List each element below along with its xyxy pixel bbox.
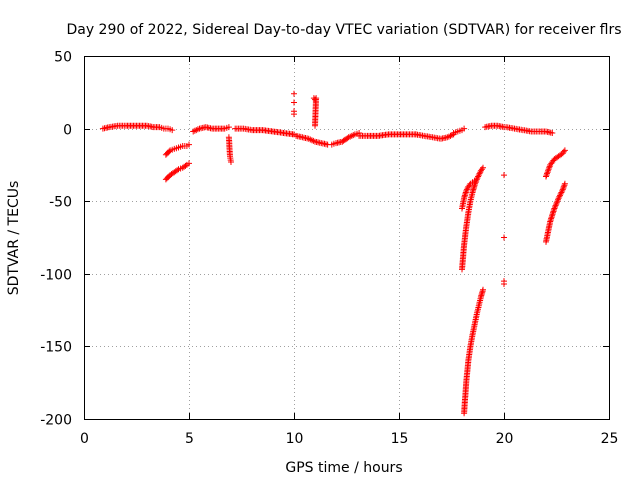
plot-frame (84, 56, 610, 420)
data-point (461, 125, 468, 132)
data-point (186, 141, 192, 148)
data-points (99, 90, 568, 417)
data-point (291, 90, 297, 97)
data-point (561, 180, 568, 187)
x-tick-label: 0 (80, 431, 89, 447)
data-point (182, 162, 189, 169)
y-axis-label: SDTVAR / TECUs (6, 181, 22, 296)
chart-title: Day 290 of 2022, Sidereal Day-to-day VTE… (66, 22, 621, 38)
y-tick-label: 50 (54, 50, 72, 66)
data-point (186, 160, 192, 167)
data-point (480, 286, 486, 293)
data-point (555, 196, 561, 203)
data-point (501, 234, 507, 241)
data-point (228, 159, 234, 165)
data-point (225, 124, 232, 131)
data-point (556, 193, 563, 200)
data-point (174, 167, 181, 174)
y-tick-label: -50 (49, 195, 72, 211)
y-tick-label: -100 (40, 268, 72, 284)
data-point (169, 127, 176, 134)
data-point (544, 170, 550, 177)
data-point (561, 147, 568, 154)
x-tick-label: 25 (601, 431, 619, 447)
x-tick-label: 15 (391, 431, 409, 447)
axis-ticks: 0 5 10 15 20 25 50 0 -50 -100 -150 -200 (40, 50, 618, 448)
data-point (166, 148, 173, 155)
x-axis-label: GPS time / hours (285, 460, 402, 476)
x-tick-label: 20 (496, 431, 514, 447)
data-point (475, 173, 482, 180)
data-point (291, 99, 297, 106)
data-point (557, 190, 564, 197)
data-point (480, 164, 486, 171)
data-point (471, 177, 478, 184)
data-point (466, 182, 473, 189)
data-point (553, 201, 560, 208)
data-point (549, 130, 556, 136)
grid-layer (84, 56, 609, 419)
data-point (312, 122, 318, 129)
x-tick-label: 10 (286, 431, 304, 447)
data-point (559, 188, 566, 194)
y-tick-label: -150 (40, 340, 72, 356)
data-point (291, 111, 297, 118)
data-point (463, 188, 470, 194)
y-tick-label: -200 (40, 413, 72, 429)
y-tick-label: 0 (63, 123, 72, 139)
data-point (501, 172, 507, 179)
data-point (501, 281, 507, 287)
data-point (476, 170, 483, 177)
x-tick-label: 5 (185, 431, 194, 447)
data-point (560, 148, 567, 155)
data-point (552, 204, 558, 210)
